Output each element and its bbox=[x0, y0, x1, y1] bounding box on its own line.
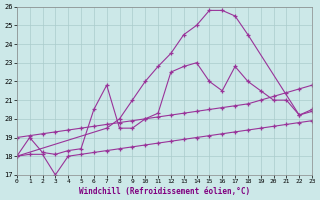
X-axis label: Windchill (Refroidissement éolien,°C): Windchill (Refroidissement éolien,°C) bbox=[79, 187, 250, 196]
